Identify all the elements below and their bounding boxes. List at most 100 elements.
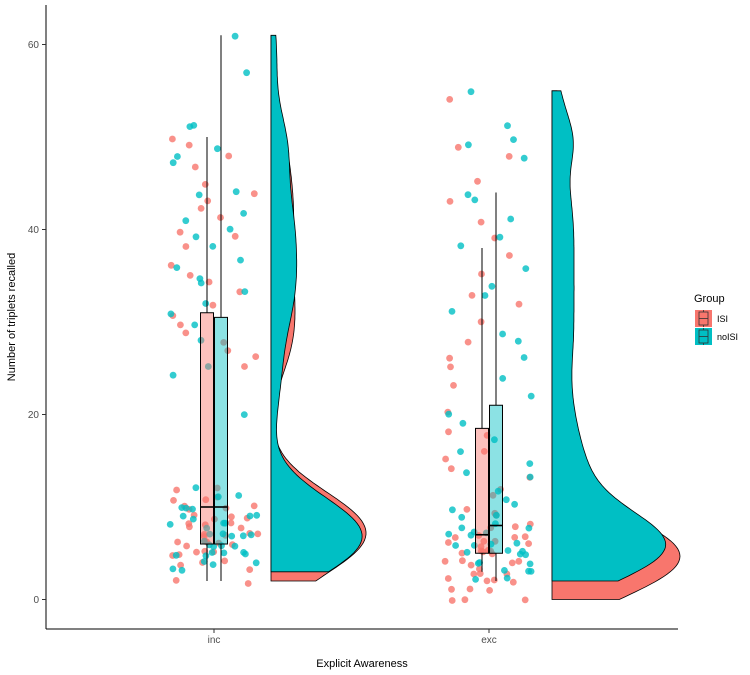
data-point-noisi xyxy=(214,145,221,153)
data-point-noisi xyxy=(503,574,511,582)
data-point-isi xyxy=(231,232,239,240)
data-point-noisi xyxy=(204,363,212,370)
y-axis-title: Number of triplets recalled xyxy=(6,253,18,381)
data-point-isi xyxy=(468,292,476,299)
data-point-isi xyxy=(483,577,491,585)
box-isi-inc xyxy=(200,312,214,545)
data-point-isi xyxy=(170,497,177,504)
y-ticks: 0 20 40 60 xyxy=(28,40,46,606)
data-point-isi xyxy=(448,597,456,604)
data-point-isi xyxy=(447,363,454,371)
data-point-isi xyxy=(448,585,455,593)
legend-label-noisi: noISI xyxy=(717,332,738,342)
data-point-isi xyxy=(511,534,519,541)
data-point-noisi xyxy=(499,375,507,382)
data-point-noisi xyxy=(472,576,479,583)
data-point-noisi xyxy=(169,371,177,379)
data-point-noisi xyxy=(191,321,199,329)
data-point-noisi xyxy=(504,122,511,130)
data-point-isi xyxy=(461,596,469,604)
data-point-isi xyxy=(464,338,472,346)
data-point-noisi xyxy=(203,524,211,532)
data-point-isi xyxy=(509,578,517,586)
data-point-noisi xyxy=(208,549,216,556)
data-point-isi xyxy=(186,272,194,279)
y-tick-label: 20 xyxy=(28,410,40,421)
data-point-isi xyxy=(200,533,208,540)
data-point-isi xyxy=(252,353,260,360)
x-tick-label: exc xyxy=(481,635,497,646)
data-point-isi xyxy=(445,428,452,436)
data-point-noisi xyxy=(463,469,470,477)
data-point-isi xyxy=(191,163,199,171)
legend-key-isi xyxy=(695,310,712,327)
data-point-noisi xyxy=(494,487,502,495)
data-point-noisi xyxy=(516,550,524,558)
data-point-isi xyxy=(441,557,449,565)
box-noisi-inc xyxy=(214,316,228,545)
data-point-noisi xyxy=(514,337,522,345)
data-point-noisi xyxy=(467,88,475,96)
data-point-isi xyxy=(241,363,248,370)
y-tick-label: 60 xyxy=(28,40,40,51)
data-point-noisi xyxy=(526,473,534,481)
data-point-isi xyxy=(447,465,455,473)
data-point-noisi xyxy=(525,524,533,532)
data-point-noisi xyxy=(491,436,498,444)
data-point-noisi xyxy=(240,549,248,556)
data-point-noisi xyxy=(192,484,200,492)
data-point-noisi xyxy=(190,122,198,129)
data-point-noisi xyxy=(231,542,239,550)
data-point-noisi xyxy=(464,191,472,199)
data-point-isi xyxy=(486,587,493,594)
data-point-isi xyxy=(446,96,454,103)
data-point-noisi xyxy=(520,354,528,361)
data-point-isi xyxy=(185,141,193,149)
box-isi-exc xyxy=(475,427,489,554)
data-point-isi xyxy=(444,575,452,582)
data-point-noisi xyxy=(246,512,254,520)
data-point-isi xyxy=(250,190,258,198)
data-point-noisi xyxy=(445,410,453,418)
data-point-noisi xyxy=(527,392,535,400)
legend-key-noisi xyxy=(695,328,712,345)
data-point-isi xyxy=(477,318,485,326)
data-point-noisi xyxy=(474,560,482,567)
data-point-isi xyxy=(477,543,485,551)
data-point-isi xyxy=(445,539,452,546)
data-point-noisi xyxy=(520,154,528,162)
data-point-isi xyxy=(474,177,481,185)
density-cloud-noisi-exc xyxy=(551,90,667,582)
data-point-isi xyxy=(182,243,190,250)
data-point-noisi xyxy=(511,500,518,508)
data-point-noisi xyxy=(220,549,228,557)
data-point-noisi xyxy=(457,242,465,250)
data-point-isi xyxy=(183,542,191,550)
data-point-isi xyxy=(467,561,475,569)
data-point-isi xyxy=(505,153,513,160)
data-point-noisi xyxy=(449,506,456,514)
data-point-isi xyxy=(220,339,228,346)
data-point-noisi xyxy=(526,560,534,568)
data-point-isi xyxy=(446,198,454,205)
data-point-noisi xyxy=(189,505,196,513)
data-point-isi xyxy=(186,523,193,531)
data-point-noisi xyxy=(226,225,234,233)
data-point-isi xyxy=(227,519,235,527)
data-point-noisi xyxy=(173,264,181,271)
data-point-noisi xyxy=(210,543,218,550)
data-point-noisi xyxy=(499,330,506,338)
data-point-noisi xyxy=(182,217,190,225)
data-point-isi xyxy=(173,486,181,494)
box-noisi-exc xyxy=(489,404,503,554)
data-point-isi xyxy=(167,261,175,269)
data-point-noisi xyxy=(240,411,248,418)
data-point-noisi xyxy=(206,530,214,538)
data-point-noisi xyxy=(488,282,496,290)
x-axis-title: Explicit Awareness xyxy=(316,658,408,670)
data-point-noisi xyxy=(196,275,204,282)
data-point-noisi xyxy=(167,310,175,318)
data-point-noisi xyxy=(202,300,210,307)
data-point-isi xyxy=(477,218,485,226)
data-point-noisi xyxy=(481,292,489,299)
